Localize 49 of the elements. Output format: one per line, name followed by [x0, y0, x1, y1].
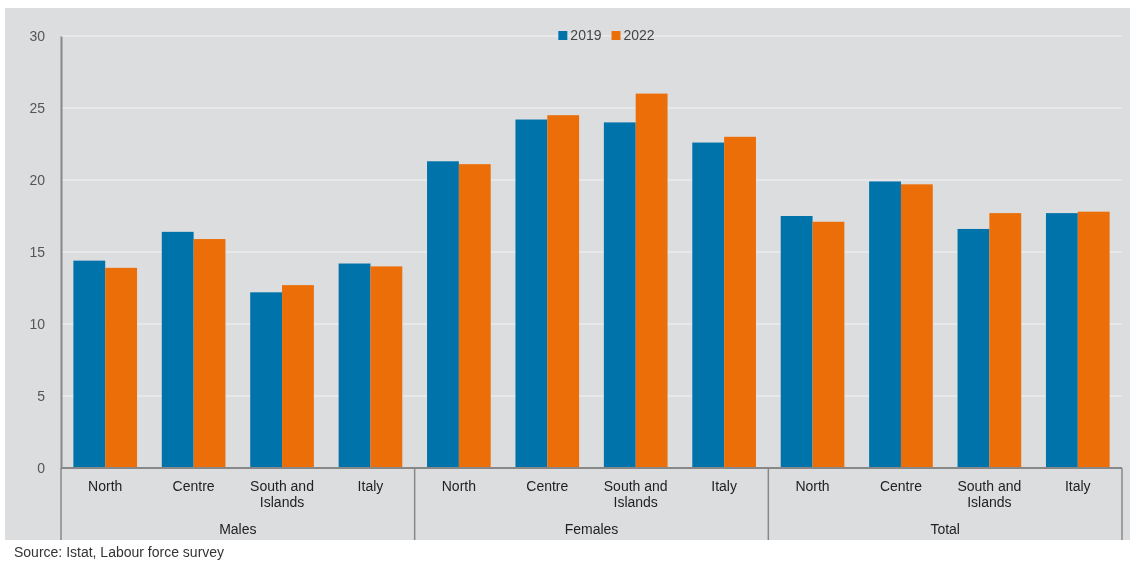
bar [73, 260, 106, 468]
legend-label: 2022 [623, 27, 655, 43]
text: Total [930, 521, 960, 537]
bar [724, 136, 756, 468]
bar [427, 161, 459, 468]
bar [812, 221, 845, 468]
bar [515, 119, 548, 468]
x-tick-label: South and Islands [603, 478, 668, 510]
x-tick-label: North [88, 478, 123, 494]
x-tick-label: Italy [1064, 478, 1091, 494]
bar [692, 142, 725, 468]
bar [957, 228, 990, 468]
y-tick-label: 15 [29, 243, 46, 260]
bar [370, 266, 403, 468]
bar [105, 267, 138, 468]
bar [635, 93, 668, 468]
x-tick-label: South and Islands [250, 478, 314, 510]
bar [282, 285, 314, 468]
bar [900, 184, 933, 468]
y-tick-label: 25 [29, 99, 46, 116]
x-tick-label: South and Islands [957, 478, 1022, 510]
bar [547, 115, 580, 468]
y-tick-label: 10 [29, 315, 46, 332]
bar [193, 239, 226, 468]
bar [250, 292, 283, 468]
x-tick-label: North [441, 478, 476, 494]
bar [338, 263, 371, 468]
x-tick-label: Centre [526, 478, 569, 494]
bar [1045, 213, 1078, 468]
y-tick-label: 20 [29, 171, 46, 188]
text: Females [564, 521, 619, 537]
bar [780, 216, 813, 468]
x-tick-label: Centre [172, 478, 215, 494]
bar [161, 231, 194, 468]
x-tick-label: Centre [879, 478, 923, 494]
x-tick-label: North [795, 478, 830, 494]
y-tick-label: 30 [29, 27, 46, 44]
legend-label: 2019 [570, 27, 602, 43]
text: Males [219, 521, 257, 537]
y-tick-label: 0 [37, 459, 46, 476]
x-tick-label: Italy [711, 478, 737, 494]
bar [1077, 211, 1110, 468]
y-tick-label: 5 [37, 387, 46, 404]
bar [989, 213, 1022, 468]
bar [869, 181, 901, 468]
bar [458, 164, 491, 468]
bar [603, 122, 636, 468]
source-note: Source: Istat, Labour force survey [14, 544, 225, 560]
x-tick-label: Italy [357, 478, 384, 494]
